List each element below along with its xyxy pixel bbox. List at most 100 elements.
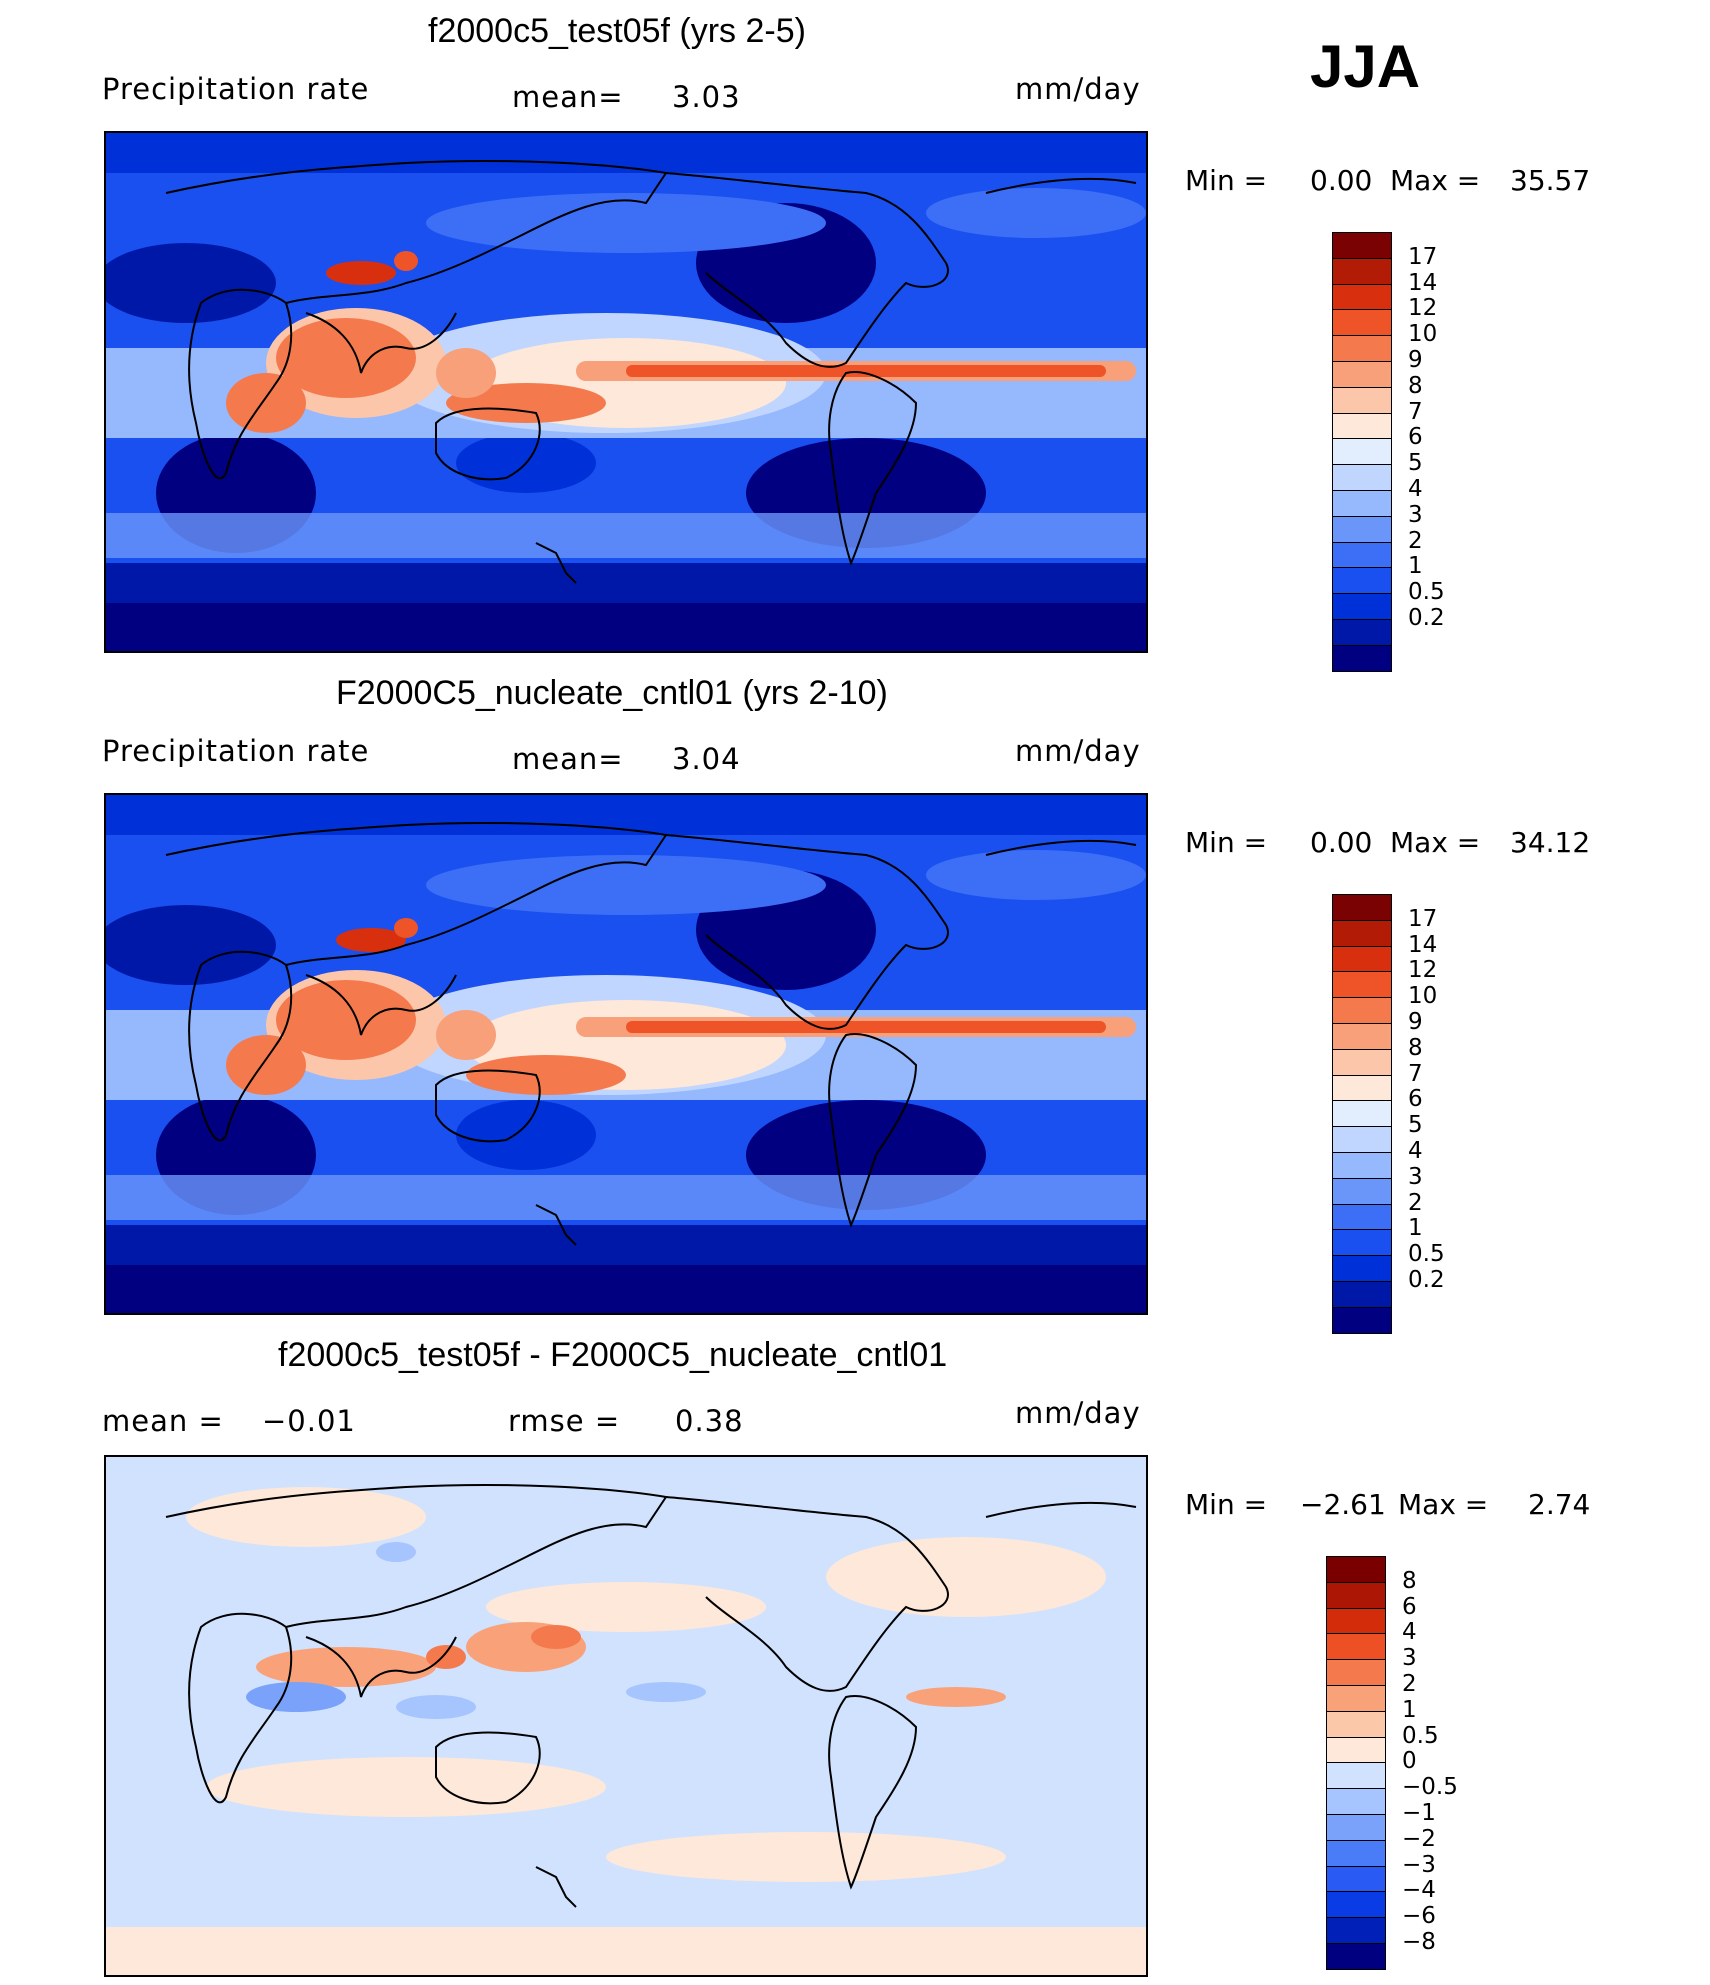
colorbar-cell xyxy=(1332,1074,1392,1102)
colorbar-label: 17 xyxy=(1408,905,1438,932)
colorbar-label: 8 xyxy=(1408,372,1423,399)
panel2-max-label: Max = xyxy=(1390,826,1481,859)
colorbar-label: 9 xyxy=(1408,347,1423,373)
colorbar-cell xyxy=(1332,1126,1392,1153)
colorbar-label: −4 xyxy=(1402,1877,1436,1904)
panel1-min-value: 0.00 xyxy=(1310,164,1373,197)
colorbar-cell xyxy=(1332,515,1392,543)
colorbar-cell xyxy=(1326,1788,1386,1815)
colorbar-label: 7 xyxy=(1408,1060,1423,1087)
colorbar-cell xyxy=(1332,1281,1392,1308)
panel2-title: F2000C5_nucleate_cntl01 (yrs 2-10) xyxy=(336,674,888,712)
colorbar-cell xyxy=(1332,541,1392,569)
colorbar-cell xyxy=(1332,490,1392,517)
colorbar-label: −2 xyxy=(1402,1825,1436,1852)
colorbar-label: 1 xyxy=(1408,553,1423,580)
colorbar-cell xyxy=(1332,1177,1392,1205)
panel1-mean-label: mean= xyxy=(512,80,624,114)
colorbar-label: 4 xyxy=(1408,476,1423,502)
panel3-difference-field xyxy=(106,1457,1146,1975)
panel2-min-label: Min = xyxy=(1185,826,1268,859)
panel1-units: mm/day xyxy=(1015,72,1141,106)
colorbar-label: 3 xyxy=(1402,1645,1417,1672)
colorbar-label: 0.5 xyxy=(1408,1241,1445,1268)
colorbar-cell xyxy=(1332,919,1392,947)
colorbar-label: −1 xyxy=(1402,1800,1436,1826)
panel2-min-value: 0.00 xyxy=(1310,826,1373,859)
panel1-min-label: Min = xyxy=(1185,164,1268,197)
panel3-rmse-value: 0.38 xyxy=(675,1404,744,1438)
colorbar-cell xyxy=(1332,1023,1392,1050)
panel1-variable: Precipitation rate xyxy=(102,72,370,106)
colorbar-label: −3 xyxy=(1402,1851,1436,1878)
colorbar-label: 2 xyxy=(1408,527,1423,554)
colorbar-cell xyxy=(1332,283,1392,311)
colorbar-cell xyxy=(1332,644,1392,672)
panel3-max-value: 2.74 xyxy=(1528,1488,1591,1521)
colorbar-cell xyxy=(1326,1917,1386,1944)
colorbar-label: 6 xyxy=(1408,1086,1423,1113)
panel2-variable: Precipitation rate xyxy=(102,734,370,768)
panel2-mean-value: 3.04 xyxy=(672,742,741,776)
colorbar-cell xyxy=(1326,1736,1386,1764)
colorbar-cell xyxy=(1332,438,1392,466)
colorbar-cell xyxy=(1326,1710,1386,1738)
colorbar-cell xyxy=(1332,619,1392,646)
season-label: JJA xyxy=(1310,33,1421,100)
colorbar-cell xyxy=(1332,567,1392,595)
panel3-min-value: −2.61 xyxy=(1300,1488,1386,1521)
colorbar-label: 0.5 xyxy=(1408,579,1445,606)
colorbar-label: 6 xyxy=(1408,424,1423,451)
colorbar-cell xyxy=(1332,971,1392,999)
panel3-max-label: Max = xyxy=(1398,1488,1489,1521)
colorbar-label: 17 xyxy=(1408,243,1438,270)
colorbar-label: 2 xyxy=(1402,1671,1417,1697)
colorbar-label: 0.5 xyxy=(1402,1722,1439,1749)
colorbar-cell xyxy=(1332,1203,1392,1231)
colorbar-label: 0.2 xyxy=(1408,1267,1445,1293)
panel2-map xyxy=(104,793,1148,1315)
colorbar-label: 5 xyxy=(1408,450,1423,477)
colorbar-cell xyxy=(1332,361,1392,388)
panel3-title: f2000c5_test05f - F2000C5_nucleate_cntl0… xyxy=(278,1336,948,1374)
colorbar-cell xyxy=(1326,1659,1386,1686)
colorbar-label: 12 xyxy=(1408,957,1438,984)
colorbar-cell xyxy=(1326,1839,1386,1867)
colorbar-label: 14 xyxy=(1408,931,1438,958)
panel3-map xyxy=(104,1455,1148,1977)
panel3-rmse-label: rmse = xyxy=(508,1404,621,1438)
panel3-min-label: Min = xyxy=(1185,1488,1268,1521)
colorbar-cell xyxy=(1332,464,1392,491)
colorbar-cell xyxy=(1326,1891,1386,1919)
colorbar-label: −8 xyxy=(1402,1929,1436,1955)
colorbar-label: 8 xyxy=(1408,1034,1423,1061)
panel2-precip-field xyxy=(106,795,1146,1313)
colorbar-label: 4 xyxy=(1402,1619,1417,1646)
colorbar-label: 3 xyxy=(1408,1163,1423,1190)
colorbar-label: 6 xyxy=(1402,1593,1417,1620)
colorbar-cell xyxy=(1326,1633,1386,1661)
colorbar-cell xyxy=(1332,1100,1392,1128)
colorbar-label: −0.5 xyxy=(1402,1774,1458,1801)
panel2-max-value: 34.12 xyxy=(1510,826,1591,859)
colorbar-label: −6 xyxy=(1402,1903,1436,1930)
colorbar-label: 12 xyxy=(1408,295,1438,322)
colorbar-cell xyxy=(1326,1865,1386,1893)
colorbar-cell xyxy=(1326,1607,1386,1635)
colorbar-label: 1 xyxy=(1408,1215,1423,1242)
colorbar-cell xyxy=(1332,894,1392,921)
panel1-mean-value: 3.03 xyxy=(672,80,741,114)
colorbar-cell xyxy=(1332,232,1392,259)
colorbar-label: 0 xyxy=(1402,1748,1417,1775)
panel1-max-value: 35.57 xyxy=(1510,164,1591,197)
colorbar-cell xyxy=(1332,945,1392,973)
colorbar-cell xyxy=(1326,1814,1386,1841)
colorbar-cell xyxy=(1332,1306,1392,1334)
colorbar-cell xyxy=(1326,1685,1386,1712)
colorbar-cell xyxy=(1332,309,1392,337)
colorbar-label: 7 xyxy=(1408,398,1423,425)
panel1-max-label: Max = xyxy=(1390,164,1481,197)
colorbar-label: 4 xyxy=(1408,1138,1423,1164)
colorbar-cell xyxy=(1326,1556,1386,1583)
panel1-map xyxy=(104,131,1148,653)
